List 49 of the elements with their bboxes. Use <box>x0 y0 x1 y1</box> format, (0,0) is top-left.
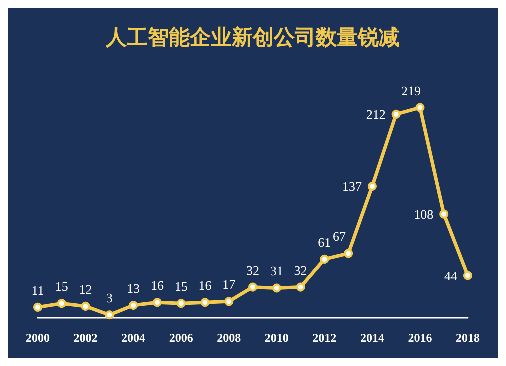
point <box>34 302 42 312</box>
point <box>272 284 282 293</box>
data-label: 15 <box>55 279 68 294</box>
x-tick-label: 2016 <box>408 331 432 345</box>
point <box>464 271 472 280</box>
point <box>368 182 377 191</box>
data-label: 137 <box>342 178 362 194</box>
data-label: 12 <box>79 282 92 297</box>
data-label: 31 <box>270 264 284 279</box>
chart-title: 人工智能企业新创公司数量锐减 <box>105 26 400 50</box>
data-label: 212 <box>366 106 386 122</box>
data-label: 32 <box>294 262 308 278</box>
data-label: 16 <box>198 278 212 294</box>
data-label: 15 <box>174 279 188 294</box>
point <box>440 210 449 219</box>
point <box>224 297 234 306</box>
x-tick-label: 2012 <box>312 331 337 345</box>
x-tick-label: 2018 <box>456 331 480 345</box>
data-label: 11 <box>32 282 44 298</box>
point <box>81 302 90 311</box>
data-label: 108 <box>414 206 434 222</box>
point <box>296 282 306 292</box>
point <box>416 103 425 112</box>
point <box>129 301 138 310</box>
data-label: 32 <box>246 262 260 278</box>
data-label: 44 <box>444 268 458 284</box>
point <box>320 254 330 264</box>
point <box>152 298 162 308</box>
data-label: 16 <box>150 278 164 294</box>
x-tick-label: 2002 <box>74 331 98 345</box>
data-label: 219 <box>401 83 421 98</box>
x-tick-label: 2010 <box>264 331 289 345</box>
point <box>57 299 66 308</box>
x-tick-label: 2000 <box>26 331 50 345</box>
x-tick-label: 2006 <box>169 331 194 345</box>
point <box>392 110 401 119</box>
x-tick-label: 2004 <box>122 331 146 345</box>
x-tick-label: 2008 <box>217 331 242 345</box>
data-label: 67 <box>333 229 347 244</box>
point <box>344 249 354 258</box>
data-label: 17 <box>222 277 236 292</box>
data-label: 61 <box>318 234 332 250</box>
data-label: 3 <box>106 290 113 306</box>
data-label: 13 <box>127 281 140 296</box>
point <box>105 310 114 320</box>
point <box>248 282 258 292</box>
point <box>176 299 186 308</box>
x-tick-label: 2014 <box>360 331 384 345</box>
point <box>200 298 210 308</box>
